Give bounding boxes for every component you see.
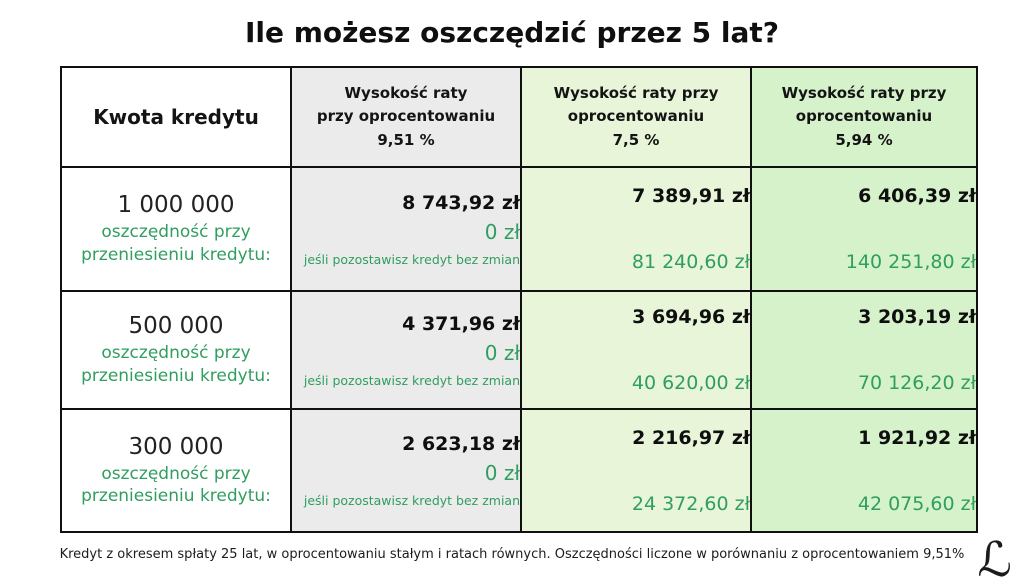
cell-loan-amount-300000: 300 000 oszczędność przy przeniesieniu k… [60, 408, 292, 533]
payment-value: 4 371,96 zł [402, 312, 520, 335]
payment-value: 2 623,18 zł [402, 433, 520, 455]
savings-label-line2: przeniesieniu kredytu: [81, 365, 271, 386]
header-loan-amount-label: Kwota kredytu [93, 104, 259, 129]
savings-value: 81 240,60 zł [631, 251, 750, 273]
cell-loan-amount-1000000: 1 000 000 oszczędność przy przeniesieniu… [60, 166, 292, 292]
header-rate-7-5-line2: oprocentowaniu [567, 107, 705, 126]
header-rate-5-94-value: 5,94 % [835, 130, 893, 149]
spacer [752, 449, 976, 493]
payment-value: 3 203,19 zł [858, 306, 976, 328]
savings-label-line1: oszczędność przy [101, 343, 251, 364]
savings-value: 24 372,60 zł [631, 492, 750, 515]
spacer [522, 207, 750, 251]
savings-value: 140 251,80 zł [845, 251, 976, 273]
cell-payment-9-51-row3: 2 623,18 zł 0 zł jeśli pozostawisz kredy… [290, 408, 522, 533]
header-rate-7-5-value: 7,5 % [612, 130, 660, 149]
table-row-500000: 500 000 oszczędność przy przeniesieniu k… [60, 290, 978, 410]
header-rate-5-94-line1: Wysokość raty przy [781, 84, 947, 103]
spacer [522, 449, 750, 493]
header-rate-9-51-line1: Wysokość raty [344, 84, 468, 103]
savings-label-line2: przeniesieniu kredytu: [81, 244, 271, 265]
savings-label-line2: przeniesieniu kredytu: [81, 486, 271, 506]
cell-payment-5-94-row1: 6 406,39 zł 140 251,80 zł [750, 166, 978, 292]
script-l-monogram-logo: ℒ [977, 532, 1012, 588]
header-rate-5-94: Wysokość raty przy oprocentowaniu 5,94 % [750, 66, 978, 168]
cell-loan-amount-500000: 500 000 oszczędność przy przeniesieniu k… [60, 290, 292, 410]
savings-value: 0 zł [484, 219, 520, 244]
savings-value: 42 075,60 zł [857, 492, 976, 515]
cell-payment-9-51-row1: 8 743,92 zł 0 zł jeśli pozostawisz kredy… [290, 166, 522, 292]
header-rate-9-51: Wysokość raty przy oprocentowaniu 9,51 % [290, 66, 522, 168]
header-rate-9-51-value: 9,51 % [377, 130, 435, 149]
no-change-note: jeśli pozostawisz kredyt bez zmian [303, 251, 520, 267]
header-rate-7-5: Wysokość raty przy oprocentowaniu 7,5 % [520, 66, 752, 168]
savings-value: 40 620,00 zł [631, 372, 750, 394]
savings-on-transfer-label: oszczędność przy przeniesieniu kredytu: [62, 342, 290, 386]
header-rate-7-5-line1: Wysokość raty przy [553, 84, 719, 103]
cell-payment-5-94-row2: 3 203,19 zł 70 126,20 zł [750, 290, 978, 410]
savings-comparison-table: Kwota kredytu Wysokość raty przy oprocen… [60, 66, 978, 533]
savings-on-transfer-label: oszczędność przy przeniesieniu kredytu: [62, 463, 290, 507]
no-change-note: jeśli pozostawisz kredyt bez zmian [303, 493, 520, 508]
table-row-1000000: 1 000 000 oszczędność przy przeniesieniu… [60, 166, 978, 292]
savings-value: 0 zł [484, 340, 520, 365]
payment-value: 1 921,92 zł [858, 426, 976, 449]
spacer [522, 328, 750, 372]
loan-amount-value: 300 000 [128, 433, 224, 460]
savings-label-line1: oszczędność przy [101, 222, 251, 243]
savings-value: 70 126,20 zł [857, 372, 976, 394]
cell-payment-7-5-row2: 3 694,96 zł 40 620,00 zł [520, 290, 752, 410]
payment-value: 3 694,96 zł [632, 306, 750, 328]
header-rate-5-94-line2: oprocentowaniu [795, 107, 933, 126]
header-loan-amount: Kwota kredytu [60, 66, 292, 168]
cell-payment-7-5-row1: 7 389,91 zł 81 240,60 zł [520, 166, 752, 292]
savings-on-transfer-label: oszczędność przy przeniesieniu kredytu: [62, 221, 290, 265]
cell-payment-9-51-row2: 4 371,96 zł 0 zł jeśli pozostawisz kredy… [290, 290, 522, 410]
table-header-row: Kwota kredytu Wysokość raty przy oprocen… [60, 66, 978, 168]
loan-amount-value: 500 000 [128, 313, 224, 340]
payment-value: 6 406,39 zł [858, 185, 976, 207]
loan-amount-value: 1 000 000 [117, 192, 235, 219]
header-rate-9-51-line2: przy oprocentowaniu [316, 107, 496, 126]
footnote: Kredyt z okresem spłaty 25 lat, w oproce… [59, 547, 965, 562]
spacer [752, 207, 976, 251]
payment-value: 2 216,97 zł [632, 426, 750, 449]
no-change-note: jeśli pozostawisz kredyt bez zmian [303, 372, 520, 388]
payment-value: 7 389,91 zł [632, 185, 750, 207]
savings-value: 0 zł [484, 461, 520, 485]
table-row-300000: 300 000 oszczędność przy przeniesieniu k… [60, 408, 978, 533]
cell-payment-5-94-row3: 1 921,92 zł 42 075,60 zł [750, 408, 978, 533]
payment-value: 8 743,92 zł [402, 191, 520, 214]
savings-label-line1: oszczędność przy [101, 463, 251, 484]
page-title: Ile możesz oszczędzić przez 5 lat? [244, 16, 780, 49]
spacer [752, 328, 976, 372]
cell-payment-7-5-row3: 2 216,97 zł 24 372,60 zł [520, 408, 752, 533]
